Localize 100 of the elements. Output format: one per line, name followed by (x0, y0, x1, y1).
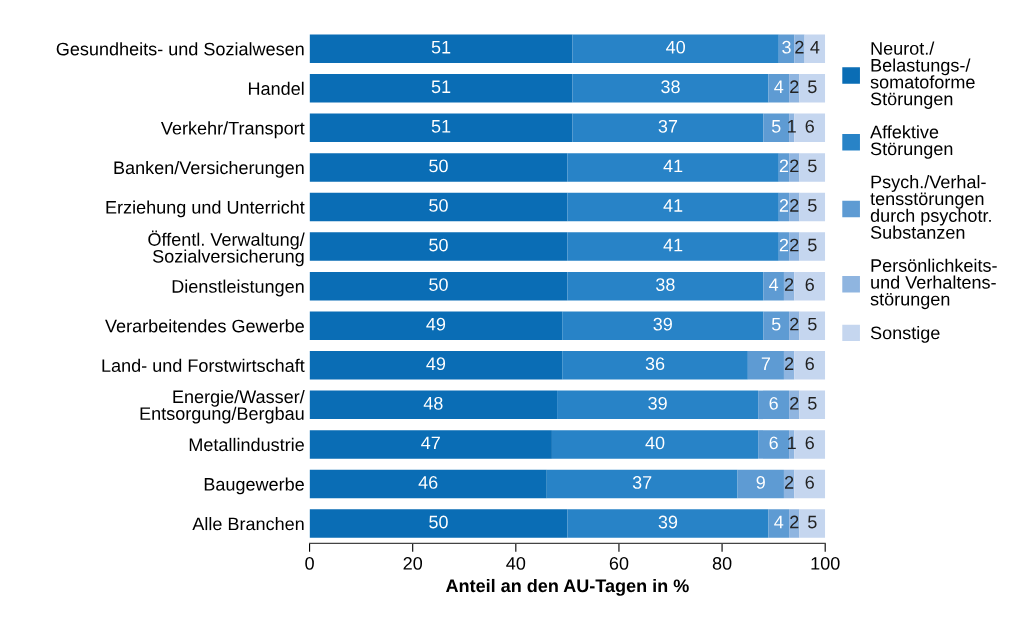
data-label: 36 (645, 357, 665, 371)
bar (804, 34, 826, 63)
y-tick-label: Energie/Wasser/ Entsorgung/Bergbau (140, 389, 305, 424)
x-tick-label: 0 (305, 557, 314, 570)
bar (758, 390, 790, 420)
data-label: 5 (771, 317, 781, 331)
data-label: 5 (808, 199, 817, 212)
data-label: 5 (808, 159, 817, 173)
bar (309, 34, 573, 63)
data-label: 2 (790, 238, 799, 252)
data-label: 4 (774, 515, 784, 529)
data-label: 39 (658, 515, 678, 529)
data-label: 37 (632, 476, 652, 489)
data-label: 2 (795, 40, 804, 54)
legend-label: Persönlichkeits- und Verhaltens- störungen (870, 258, 997, 310)
data-label: 50 (429, 238, 448, 252)
data-label: 50 (429, 278, 448, 291)
data-label: 5 (808, 80, 817, 94)
x-tick-label: 100 (811, 557, 840, 570)
data-label: 2 (790, 159, 799, 173)
data-label: 49 (426, 357, 446, 371)
data-label: 39 (648, 396, 667, 410)
bar (309, 74, 573, 103)
bar (758, 430, 790, 459)
bar (309, 113, 573, 143)
bar (794, 351, 826, 380)
x-tick-label: 20 (403, 557, 423, 570)
legend-label: Psych./Verhal- tensstörungen durch psychotr. Substanzen (870, 175, 991, 239)
bar (737, 469, 784, 499)
data-label: 2 (790, 515, 799, 529)
data-label: 5 (808, 238, 817, 252)
bar (799, 74, 826, 103)
data-label: 4 (810, 40, 820, 54)
bar (309, 153, 568, 182)
data-label: 1 (788, 120, 796, 133)
data-label: 2 (790, 317, 799, 331)
data-label: 49 (426, 317, 446, 331)
data-label: 6 (805, 476, 814, 489)
data-label: 48 (423, 396, 443, 410)
data-label: 46 (418, 476, 438, 489)
data-label: 5 (771, 120, 781, 133)
bar (799, 390, 826, 420)
data-label: 4 (774, 80, 784, 93)
bar (794, 113, 826, 143)
data-label: 2 (779, 159, 789, 173)
bar (763, 113, 790, 143)
data-label: 2 (784, 476, 794, 489)
bar (799, 232, 826, 261)
data-label: 51 (431, 120, 451, 133)
data-label: 6 (805, 278, 814, 291)
bar (309, 430, 552, 459)
legend-label: Neurot./ Belastungs-/ somatoforme Störungen (870, 41, 975, 109)
y-tick-label: Verkehr/Transport (160, 121, 305, 139)
data-label: 41 (663, 159, 683, 173)
data-label: 41 (663, 199, 683, 212)
bar (572, 113, 764, 143)
data-label: 47 (421, 436, 440, 450)
bar (794, 271, 826, 301)
legend-label: Sonstige (870, 326, 940, 343)
x-tick-label: 80 (712, 557, 732, 570)
bar (572, 74, 769, 103)
bar (551, 430, 759, 459)
data-label: 5 (808, 515, 817, 529)
bar (562, 351, 748, 380)
bar (309, 351, 563, 380)
bar (799, 153, 826, 182)
bar (309, 271, 568, 301)
data-label: 2 (784, 278, 794, 291)
data-label: 50 (429, 515, 448, 529)
data-label: 6 (805, 357, 814, 371)
x-tick-label: 60 (609, 557, 629, 570)
y-tick-label: Dienstleistungen (172, 279, 304, 297)
data-label: 2 (779, 199, 789, 212)
y-tick-label: Verarbeitendes Gewerbe (105, 319, 304, 333)
bar (309, 390, 558, 420)
data-label: 2 (790, 396, 799, 410)
bar (309, 232, 568, 261)
legend-label: Affektive Störungen (870, 125, 953, 159)
bar (794, 430, 826, 459)
bar (799, 509, 826, 538)
bar (567, 192, 779, 222)
data-label: 9 (756, 476, 765, 489)
bar (763, 271, 784, 301)
data-label: 3 (782, 40, 791, 54)
data-label: 40 (645, 436, 665, 450)
bar (557, 390, 759, 420)
bar (309, 192, 568, 222)
data-label: 2 (790, 80, 799, 93)
x-axis-title: Anteil an den AU-Tagen in % (445, 578, 689, 596)
y-tick-label: Erziehung und Unterricht (106, 200, 305, 218)
bar (567, 232, 779, 261)
y-tick-label: Metallindustrie (189, 437, 304, 452)
data-label: 51 (431, 80, 451, 94)
bar (763, 311, 790, 340)
data-label: 6 (769, 396, 778, 410)
bar (768, 74, 790, 103)
data-label: 38 (656, 278, 675, 291)
data-label: 6 (805, 119, 814, 133)
bar (546, 469, 738, 499)
y-tick-label: Gesundheits- und Sozialwesen (56, 42, 304, 56)
